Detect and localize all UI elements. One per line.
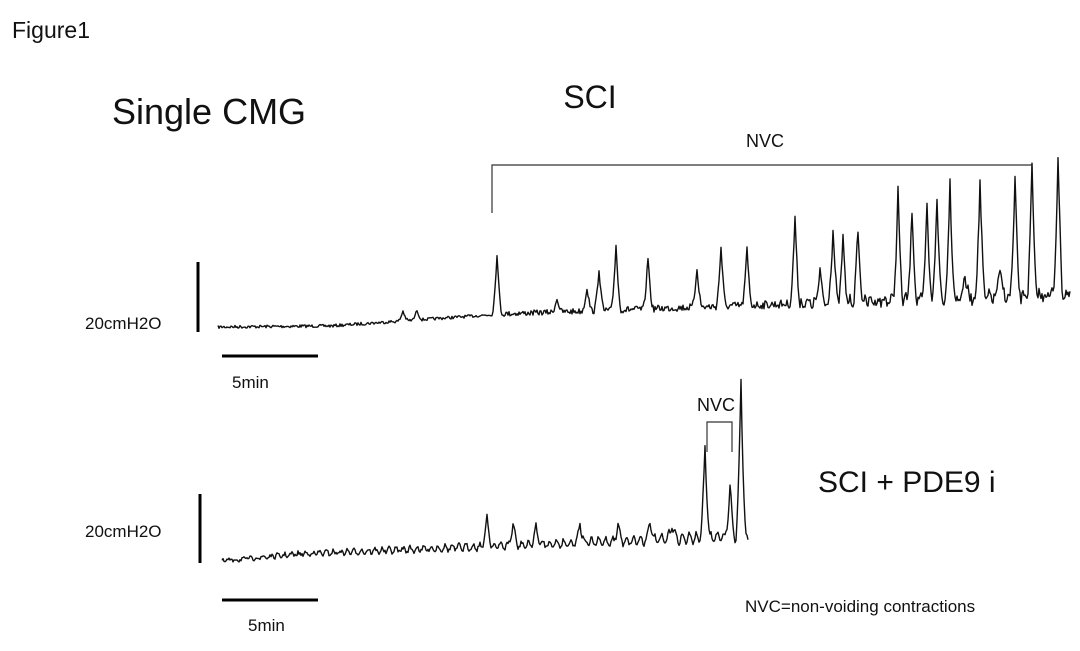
time-scale-label: 5min bbox=[248, 616, 285, 635]
title: Single CMG bbox=[112, 91, 306, 132]
footnote: NVC=non-voiding contractions bbox=[745, 597, 975, 616]
condition-label: SCI + PDE9 i bbox=[818, 466, 996, 499]
time-scale-label: 5min bbox=[232, 373, 269, 392]
pressure-scale-label: 20cmH2O bbox=[85, 522, 162, 541]
nvc-bracket bbox=[706, 421, 733, 452]
pressure-trace bbox=[221, 378, 749, 563]
pressure-trace bbox=[217, 157, 1071, 329]
bracket-label: NVC bbox=[697, 395, 735, 415]
condition-label: SCI bbox=[563, 79, 616, 115]
figure-label: Figure1 bbox=[12, 17, 90, 43]
bracket-label: NVC bbox=[746, 131, 784, 151]
pressure-scale-label: 20cmH2O bbox=[85, 314, 162, 333]
